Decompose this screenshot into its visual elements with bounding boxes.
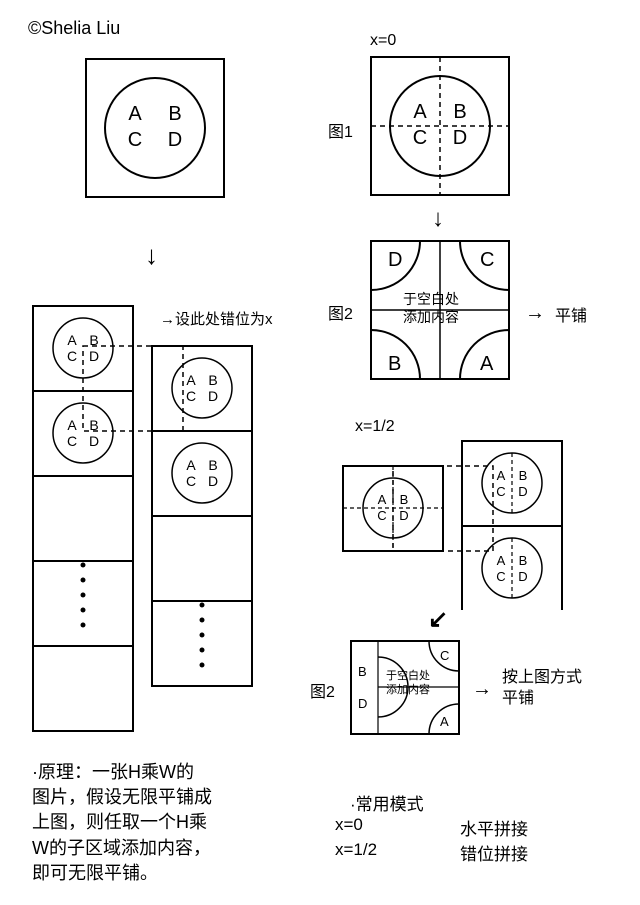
blank-note-a: 于空白处 添加内容 bbox=[403, 290, 459, 326]
svg-text:D: D bbox=[453, 127, 467, 149]
svg-text:D: D bbox=[89, 348, 99, 364]
modes-r2a: x=1/2 bbox=[335, 840, 377, 860]
modes-r2b: 错位拼接 bbox=[460, 840, 528, 865]
svg-text:A: A bbox=[378, 492, 387, 507]
principle-text: ·原理：一张H乘W的 图片，假设无限平铺成 上图，则任取一个H乘 W的子区域添加… bbox=[32, 760, 212, 886]
svg-text:B: B bbox=[208, 372, 217, 388]
fig1-tile: A B C D bbox=[370, 56, 510, 196]
svg-text:D: D bbox=[518, 484, 527, 499]
arrow-down-r1: ↓ bbox=[432, 205, 444, 233]
svg-text:A: A bbox=[67, 417, 77, 433]
svg-text:D: D bbox=[399, 508, 408, 523]
svg-text:C: C bbox=[440, 648, 449, 663]
svg-text:C: C bbox=[128, 129, 142, 151]
svg-text:B: B bbox=[168, 103, 181, 125]
fig2a-label: 图2 bbox=[328, 300, 353, 324]
modes-title: ·常用模式 bbox=[350, 790, 424, 815]
svg-text:D: D bbox=[388, 249, 402, 271]
left-top-tile: A B C D bbox=[85, 58, 225, 198]
svg-text:B: B bbox=[519, 468, 528, 483]
svg-text:D: D bbox=[89, 433, 99, 449]
svg-text:D: D bbox=[168, 129, 182, 151]
svg-text:D: D bbox=[208, 473, 218, 489]
svg-text:D: D bbox=[358, 696, 367, 711]
svg-text:B: B bbox=[519, 553, 528, 568]
tile-label-a: 平铺 bbox=[555, 302, 587, 326]
svg-text:A: A bbox=[480, 353, 494, 375]
svg-text:B: B bbox=[388, 353, 401, 375]
svg-text:C: C bbox=[186, 388, 196, 404]
arrow-downleft: ↙ bbox=[428, 605, 448, 634]
svg-text:A: A bbox=[413, 101, 427, 123]
svg-text:C: C bbox=[67, 433, 77, 449]
svg-text:A: A bbox=[128, 103, 142, 125]
arrow-right-b: → bbox=[472, 678, 492, 701]
svg-text:C: C bbox=[413, 127, 427, 149]
tile-label-b: 按上图方式 平铺 bbox=[502, 668, 582, 710]
fig2b-label: 图2 bbox=[310, 678, 335, 702]
svg-text:B: B bbox=[358, 664, 367, 679]
svg-text:A: A bbox=[497, 553, 506, 568]
fig1-label: 图1 bbox=[328, 118, 353, 142]
arrow-right-a: → bbox=[525, 302, 545, 325]
xhalf-diagram: AB CD AB CD AB CD bbox=[342, 440, 602, 610]
svg-text:C: C bbox=[67, 348, 77, 364]
credit-text: ©Shelia Liu bbox=[28, 18, 120, 39]
svg-text:D: D bbox=[208, 388, 218, 404]
svg-text:A: A bbox=[497, 468, 506, 483]
arrow-down-left: ↓ bbox=[145, 240, 158, 271]
x0-label: x=0 bbox=[370, 32, 396, 50]
left-stagger-diagram: AB CD AB CD AB CD AB CD bbox=[32, 305, 332, 735]
svg-text:B: B bbox=[453, 101, 466, 123]
xhalf-label: x=1/2 bbox=[355, 418, 395, 436]
svg-text:C: C bbox=[377, 508, 386, 523]
svg-text:B: B bbox=[208, 457, 217, 473]
svg-text:A: A bbox=[186, 457, 196, 473]
svg-text:D: D bbox=[518, 569, 527, 584]
svg-text:C: C bbox=[496, 569, 505, 584]
svg-text:C: C bbox=[496, 484, 505, 499]
svg-text:C: C bbox=[186, 473, 196, 489]
offset-note: →设此处错位为x bbox=[160, 308, 273, 329]
svg-text:A: A bbox=[440, 714, 449, 729]
svg-text:A: A bbox=[186, 372, 196, 388]
svg-text:B: B bbox=[400, 492, 409, 507]
svg-text:A: A bbox=[67, 332, 77, 348]
modes-r1a: x=0 bbox=[335, 815, 363, 835]
modes-r1b: 水平拼接 bbox=[460, 815, 528, 840]
svg-text:C: C bbox=[480, 249, 494, 271]
blank-note-b: 于空白处 添加内容 bbox=[386, 670, 430, 698]
